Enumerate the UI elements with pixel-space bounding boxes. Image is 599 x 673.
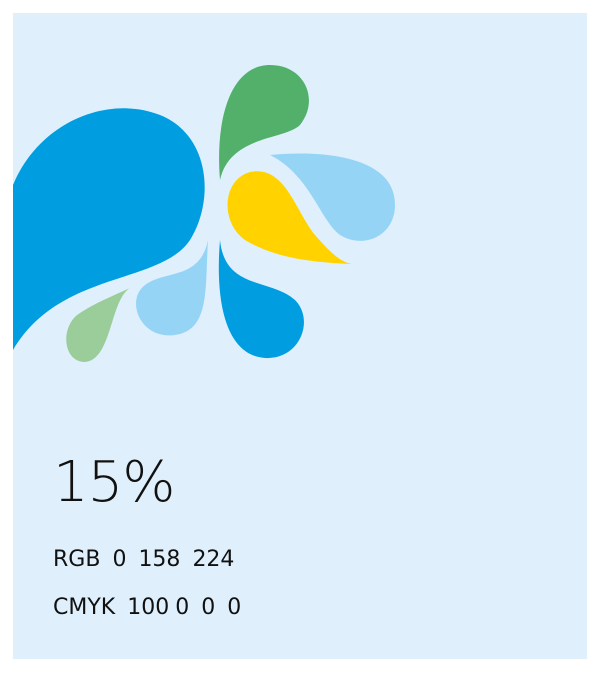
drop-lightblue-right	[270, 153, 395, 241]
logo	[13, 65, 395, 362]
drop-lightblue-left	[136, 240, 208, 336]
cmyk-row: CMYK 100 0 0 0	[53, 595, 253, 620]
rgb-value: 158	[138, 547, 181, 572]
rgb-label: RGB	[53, 547, 101, 572]
cmyk-value: 0	[175, 595, 190, 620]
drop-blue-bottom	[218, 240, 304, 359]
drop-lightgreen	[66, 288, 130, 362]
drop-yellow	[227, 171, 352, 264]
cmyk-value: 100	[127, 595, 170, 620]
cmyk-value: 0	[227, 595, 242, 620]
rgb-value: 0	[112, 547, 127, 572]
rgb-row: RGB 0 158 224	[53, 547, 246, 572]
rgb-value: 224	[192, 547, 235, 572]
tint-percent: 15%	[53, 450, 175, 515]
drop-green	[219, 65, 309, 180]
cmyk-label: CMYK	[53, 595, 116, 620]
swatch-card: 15% RGB 0 158 224 CMYK 100 0 0 0	[13, 13, 587, 659]
cmyk-value: 0	[201, 595, 216, 620]
drop-blue-large	[13, 108, 205, 350]
